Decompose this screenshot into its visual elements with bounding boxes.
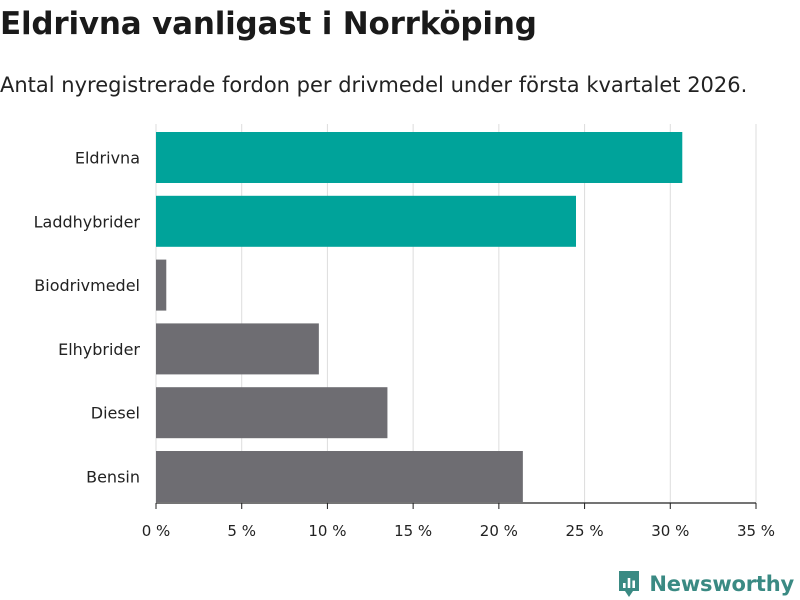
x-tick-label: 10 %: [308, 522, 346, 540]
newsworthy-logo-icon: [619, 571, 640, 597]
brand-logo: Newsworthy: [617, 568, 794, 600]
x-tick-label: 25 %: [566, 522, 604, 540]
bar-eldrivna: [156, 132, 683, 183]
category-label: Laddhybrider: [34, 212, 141, 231]
category-label: Eldrivna: [75, 149, 140, 168]
bar-laddhybrider: [156, 195, 576, 247]
x-tick-label: 15 %: [394, 522, 432, 540]
category-label: Diesel: [91, 404, 140, 423]
bar-diesel: [156, 387, 388, 439]
bar-biodrivmedel: [156, 259, 167, 311]
bar-chart: 0 % 5 % 10 % 15 % 20 % 25 % 30 % 35 % Eldrivna La…: [34, 124, 775, 540]
chart-title: Eldrivna vanligast i Norrköping: [0, 6, 537, 42]
x-tick-label: 5 %: [227, 522, 256, 540]
x-tick-label: 20 %: [480, 522, 518, 540]
x-tick-label: 35 %: [737, 522, 775, 540]
x-tick-label: 30 %: [651, 522, 689, 540]
category-label: Biodrivmedel: [34, 276, 140, 295]
category-label: Elhybrider: [58, 340, 140, 359]
chart-subtitle: Antal nyregistrerade fordon per drivmede…: [0, 73, 748, 97]
category-label: Bensin: [86, 468, 140, 487]
x-tick-label: 0 %: [142, 522, 171, 540]
bar-elhybrider: [156, 323, 319, 375]
brand-name: Newsworthy: [649, 572, 794, 596]
bar-bensin: [156, 451, 523, 502]
